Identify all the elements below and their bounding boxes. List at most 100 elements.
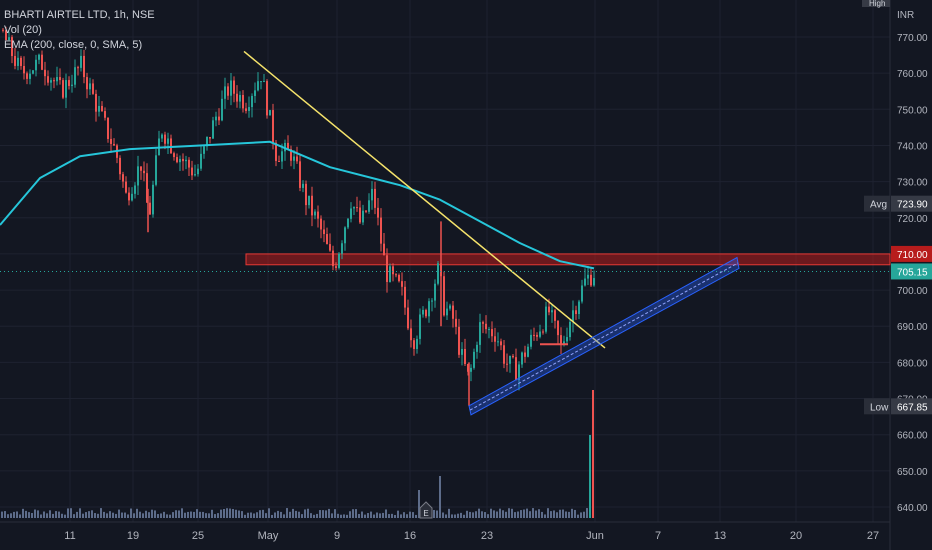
volume-bar [319, 510, 321, 518]
candle-body [32, 70, 34, 74]
candle-body [290, 149, 292, 161]
candle-body [533, 334, 535, 336]
candle-body [218, 116, 220, 121]
earnings-badge-letter: E [423, 509, 428, 518]
candle-body [254, 90, 256, 96]
candle-body [125, 181, 127, 193]
candle-body [479, 322, 481, 345]
candle-body [212, 120, 214, 139]
candle-body [242, 95, 244, 109]
volume-series [1, 390, 594, 518]
volume-bar [532, 508, 534, 518]
volume-bar [352, 509, 354, 518]
volume-bar [496, 511, 498, 518]
candle-body [41, 54, 43, 70]
volume-bar [577, 514, 579, 518]
volume-bar [256, 512, 258, 518]
volume-bar [481, 511, 483, 518]
volume-bar [469, 511, 471, 518]
volume-bar [283, 514, 285, 518]
price-tick-label: 660.00 [897, 431, 928, 442]
volume-bar [559, 509, 561, 518]
volume-bar [241, 511, 243, 518]
candle-body [398, 274, 400, 282]
candle-body [566, 337, 568, 342]
volume-bar [58, 511, 60, 518]
candle-body [506, 363, 508, 365]
volume-bar [364, 514, 366, 518]
candle-body [149, 202, 151, 215]
volume-bar [265, 513, 267, 518]
candle-body [326, 234, 328, 245]
candle-body [581, 285, 583, 302]
candle-body [551, 310, 553, 313]
candle-body [368, 200, 370, 212]
candle-body [170, 138, 172, 154]
candle-body [143, 170, 145, 174]
candle-body [95, 93, 97, 112]
volume-bar [16, 511, 18, 518]
candle-body [197, 168, 199, 175]
candle-body [572, 310, 574, 322]
volume-bar [19, 514, 21, 518]
volume-bar [538, 509, 540, 518]
candle-body [221, 98, 223, 121]
candle-body [203, 146, 205, 154]
volume-bar [565, 511, 567, 518]
volume-bar [436, 510, 438, 518]
volume-bar [409, 511, 411, 518]
volume-bar [388, 514, 390, 518]
volume-bar [307, 508, 309, 518]
volume-bar [493, 510, 495, 518]
candle-body [59, 77, 61, 81]
candle-body [434, 283, 436, 301]
volume-bar [445, 514, 447, 518]
volume-bar [238, 510, 240, 518]
candle-body [317, 211, 319, 219]
candle-body [155, 155, 157, 185]
volume-bar [79, 508, 81, 518]
volume-bar [271, 514, 273, 518]
volume-bar [448, 508, 450, 518]
volume-bar [202, 511, 204, 518]
volume-bar [505, 511, 507, 518]
candle-body [287, 142, 289, 150]
volume-bar [94, 513, 96, 518]
earnings-badge-shape [419, 501, 433, 519]
candle-body [473, 351, 475, 368]
volume-bar [220, 509, 222, 518]
volume-bar [148, 512, 150, 518]
volume-bar [244, 514, 246, 518]
volume-bar [109, 511, 111, 518]
volume-bar [322, 510, 324, 518]
volume-bar [517, 511, 519, 518]
volume-bar [385, 509, 387, 518]
candle-body [179, 158, 181, 163]
candle-body [224, 86, 226, 99]
volume-bar [508, 508, 510, 518]
volume-bar [295, 510, 297, 518]
candle-body [182, 158, 184, 162]
volume-bar [406, 514, 408, 518]
time-tick-label: 23 [481, 530, 493, 542]
candle-body [164, 134, 166, 144]
volume-bar [442, 512, 444, 518]
volume-bar [370, 511, 372, 518]
candle-series [2, 26, 595, 406]
volume-bar [1, 511, 3, 518]
candle-body [470, 367, 472, 372]
volume-bar [580, 512, 582, 518]
candle-body [47, 76, 49, 83]
volume-bar [190, 511, 192, 518]
candle-body [374, 188, 376, 208]
volume-bar [418, 490, 420, 518]
volume-bar [25, 510, 27, 518]
candle-body [104, 111, 106, 118]
volume-bar [361, 511, 363, 518]
candle-body [332, 250, 334, 267]
ema-line [0, 140, 595, 270]
candle-body [464, 348, 466, 364]
candle-body [299, 161, 301, 188]
candle-body [344, 227, 346, 244]
